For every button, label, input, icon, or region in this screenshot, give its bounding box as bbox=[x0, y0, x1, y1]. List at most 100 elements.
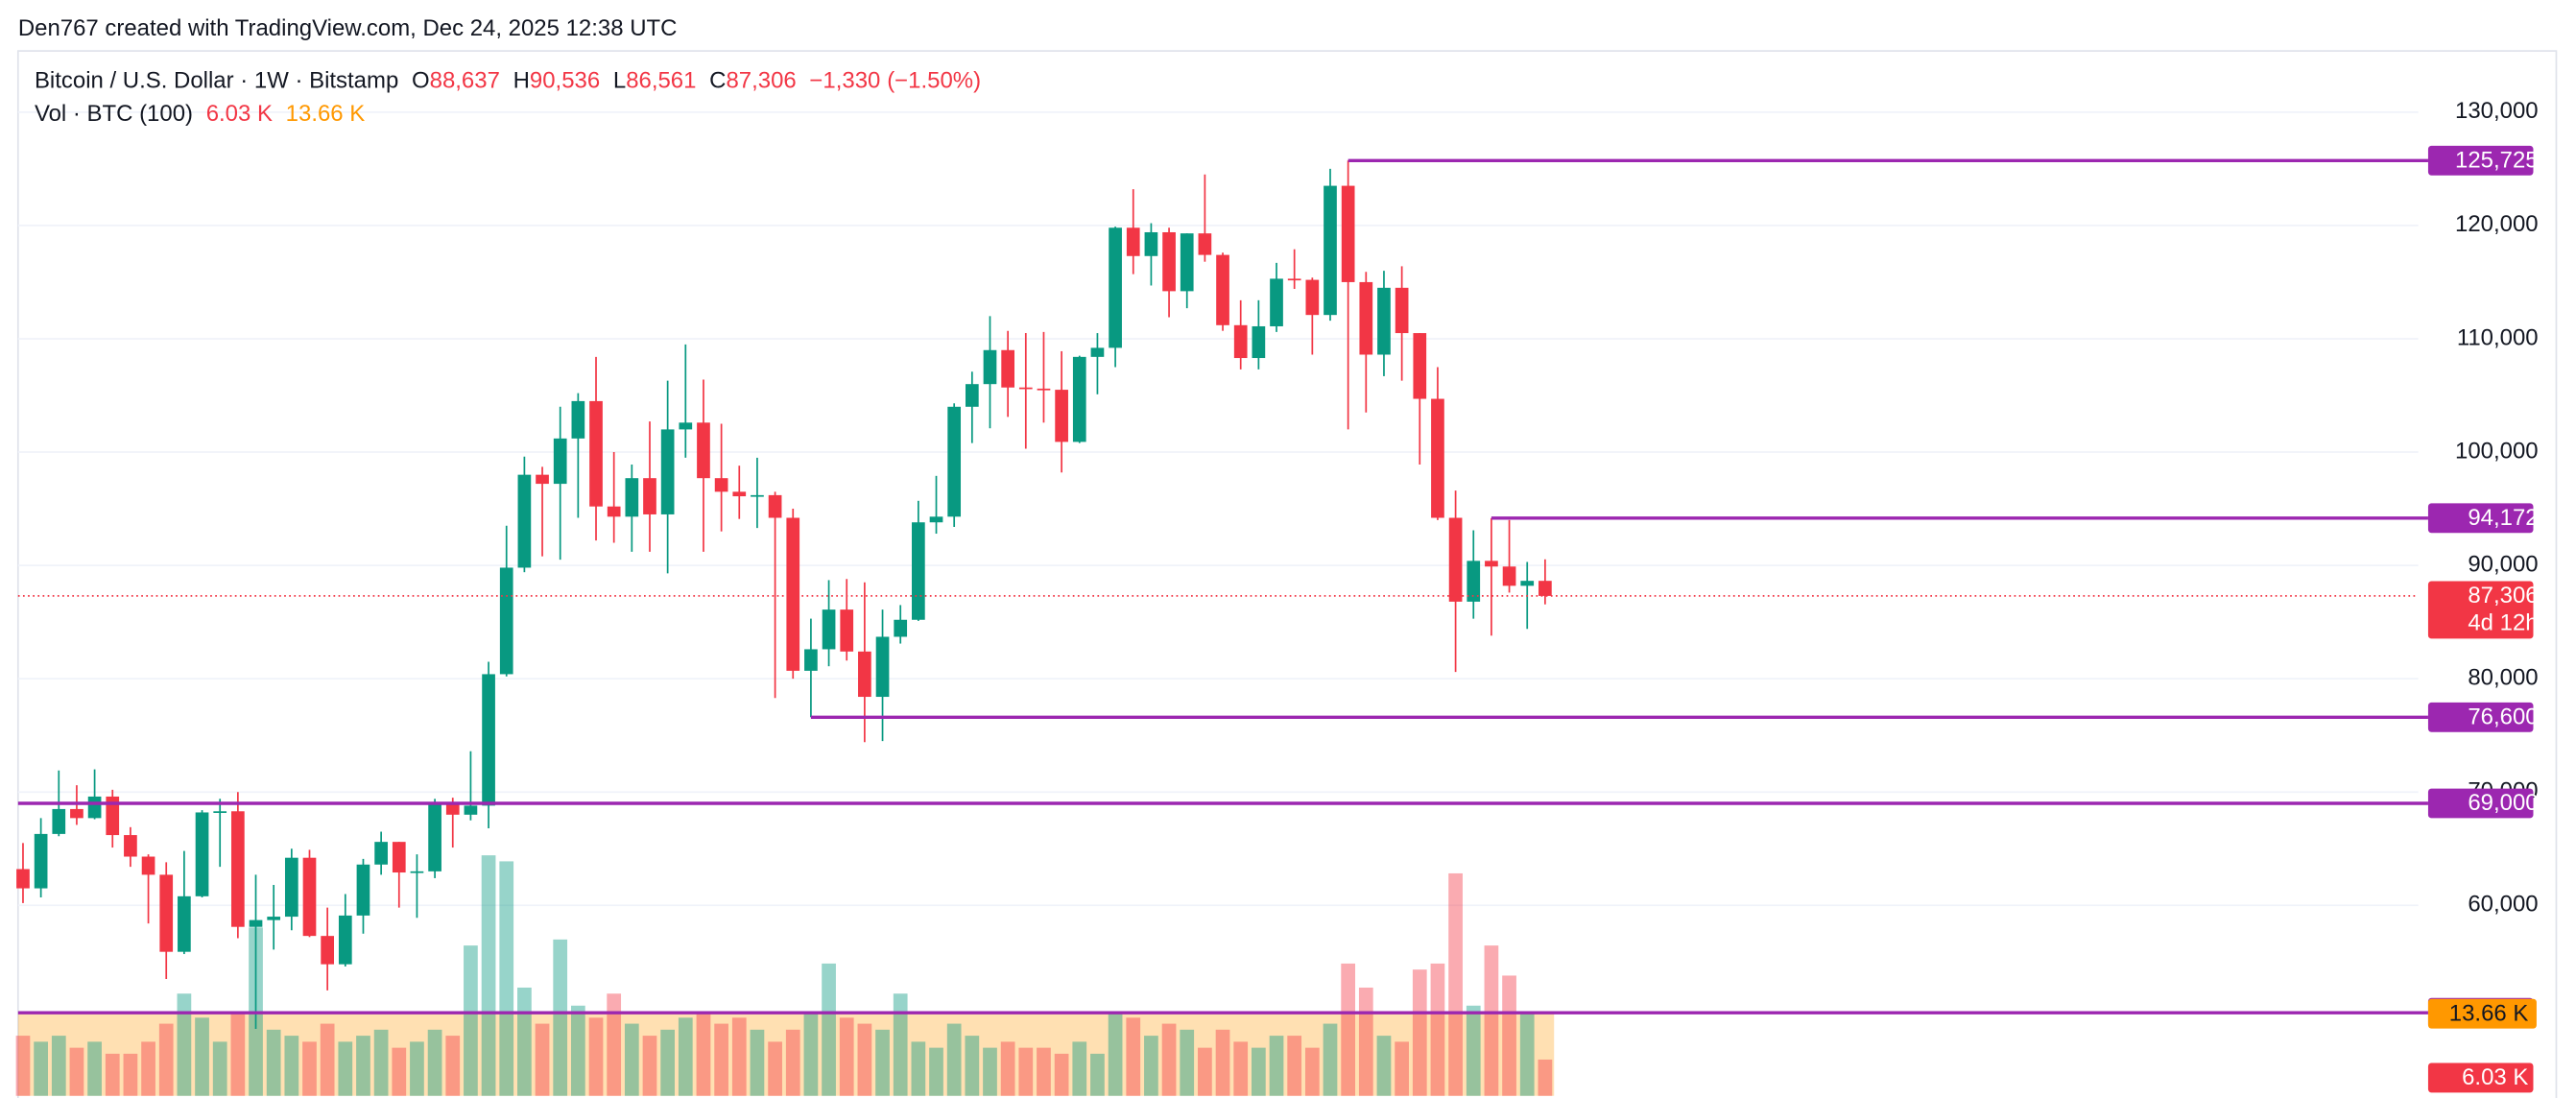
volume-ma: 13.66 K bbox=[286, 101, 366, 127]
candle-body bbox=[660, 429, 675, 514]
volume-bar bbox=[768, 1041, 782, 1096]
y-tick-label: 90,000 bbox=[2468, 551, 2538, 577]
volume-bar bbox=[195, 1017, 209, 1096]
volume-bar bbox=[212, 1041, 227, 1096]
candle-body bbox=[178, 895, 191, 952]
volume-bar bbox=[51, 1036, 66, 1096]
volume-bar bbox=[1180, 1029, 1195, 1096]
volume-bar bbox=[517, 987, 532, 1096]
volume-bar bbox=[965, 1036, 980, 1096]
candle-body bbox=[1377, 287, 1391, 355]
ohlc-key: O bbox=[412, 68, 430, 94]
candle-body bbox=[1520, 581, 1535, 586]
candle-body bbox=[858, 651, 871, 698]
volume-last-tag-label: 6.03 K bbox=[2462, 1064, 2528, 1090]
candle-body bbox=[894, 619, 908, 637]
volume-bar bbox=[1018, 1047, 1034, 1096]
volume-ma-tag bbox=[2427, 998, 2537, 1029]
volume-bar bbox=[946, 1023, 962, 1096]
volume-bar bbox=[553, 939, 568, 1096]
candle-body bbox=[625, 478, 639, 517]
last-price-tag bbox=[2427, 581, 2534, 639]
candle-body bbox=[517, 474, 532, 568]
candle-body bbox=[768, 494, 782, 518]
ohlc-value: 87,306 bbox=[726, 68, 796, 94]
candle-body bbox=[1502, 566, 1516, 586]
candle-body bbox=[840, 609, 854, 652]
candle-body bbox=[1485, 561, 1498, 567]
candle-body bbox=[70, 808, 83, 819]
candle-body bbox=[1018, 387, 1033, 390]
last-price-label: 87,306 bbox=[2468, 583, 2538, 609]
credit: Den767 created with TradingView.com, Dec… bbox=[18, 15, 678, 41]
candle-body bbox=[607, 506, 621, 517]
volume-bar bbox=[624, 1023, 639, 1096]
volume-bar bbox=[141, 1041, 155, 1096]
candle-body bbox=[499, 567, 513, 675]
candles bbox=[16, 160, 1552, 1029]
volume-title: Vol · BTC (100) bbox=[35, 101, 193, 127]
volume-bar bbox=[15, 1036, 31, 1096]
volume-bar bbox=[1215, 1029, 1230, 1096]
legend-main: Bitcoin / U.S. Dollar · 1W · Bitstamp O88… bbox=[35, 68, 981, 94]
ohlc-value: 90,536 bbox=[530, 68, 600, 94]
candle-body bbox=[321, 936, 334, 965]
volume-bar bbox=[1304, 1047, 1320, 1096]
candle-body bbox=[1162, 231, 1176, 292]
candle-body bbox=[1252, 325, 1266, 359]
volume-bar bbox=[1412, 969, 1427, 1096]
candle-body bbox=[983, 349, 997, 385]
candle-body bbox=[267, 917, 281, 920]
candle-body bbox=[751, 494, 764, 497]
volume-bar bbox=[392, 1047, 407, 1096]
volume-bar bbox=[1054, 1053, 1069, 1096]
volume-bar bbox=[1466, 1005, 1481, 1096]
candle-body bbox=[159, 874, 174, 952]
volume-bar bbox=[499, 861, 514, 1096]
volume-bar bbox=[69, 1047, 84, 1096]
ohlc-value: 88,637 bbox=[430, 68, 500, 94]
volume-bar bbox=[1090, 1053, 1105, 1096]
y-tick-label: 110,000 bbox=[2457, 324, 2539, 350]
volume-bar bbox=[1000, 1041, 1015, 1096]
candle-body bbox=[1448, 517, 1463, 602]
countdown: 4d 12h bbox=[2468, 609, 2538, 635]
candle-body bbox=[804, 649, 818, 671]
volume-bar bbox=[1358, 987, 1373, 1096]
level-tag bbox=[2427, 503, 2534, 534]
volume-bar bbox=[660, 1029, 676, 1096]
candle-body bbox=[1180, 233, 1194, 292]
candle-body bbox=[1270, 278, 1283, 326]
candle-body bbox=[1072, 356, 1086, 442]
candle-body bbox=[1055, 390, 1068, 442]
volume-ma-tag-label: 13.66 K bbox=[2449, 1000, 2529, 1026]
candle-body bbox=[284, 857, 298, 918]
candle-body bbox=[445, 803, 460, 815]
volume-bar bbox=[410, 1041, 424, 1096]
legend-volume: Vol · BTC (100) 6.03 K 13.66 K bbox=[35, 101, 365, 127]
volume-bar bbox=[1323, 1023, 1338, 1096]
candle-body bbox=[1216, 254, 1229, 325]
volume-bar bbox=[839, 1017, 854, 1096]
level-tag bbox=[2427, 145, 2534, 176]
volume-bar bbox=[696, 1012, 711, 1096]
candle-body bbox=[1001, 349, 1014, 388]
volume-bar bbox=[464, 945, 478, 1096]
volume-bar bbox=[570, 1005, 585, 1096]
ohlc-value: 86,561 bbox=[626, 68, 696, 94]
level-tag bbox=[2427, 702, 2534, 732]
volume-bar bbox=[1269, 1036, 1284, 1096]
volume-bar bbox=[1144, 1036, 1158, 1096]
volume-bar bbox=[356, 1036, 370, 1096]
volume-bar bbox=[177, 993, 192, 1096]
candle-body bbox=[912, 522, 925, 620]
change-pct: (−1.50%) bbox=[887, 68, 981, 94]
candle-body bbox=[589, 400, 603, 507]
volume-bar bbox=[785, 1029, 800, 1096]
volume-bar bbox=[1430, 963, 1445, 1096]
candle-body bbox=[195, 812, 209, 896]
volume-bar bbox=[1161, 1023, 1177, 1096]
candle-body bbox=[1090, 347, 1105, 357]
volume-bar bbox=[1198, 1047, 1212, 1096]
